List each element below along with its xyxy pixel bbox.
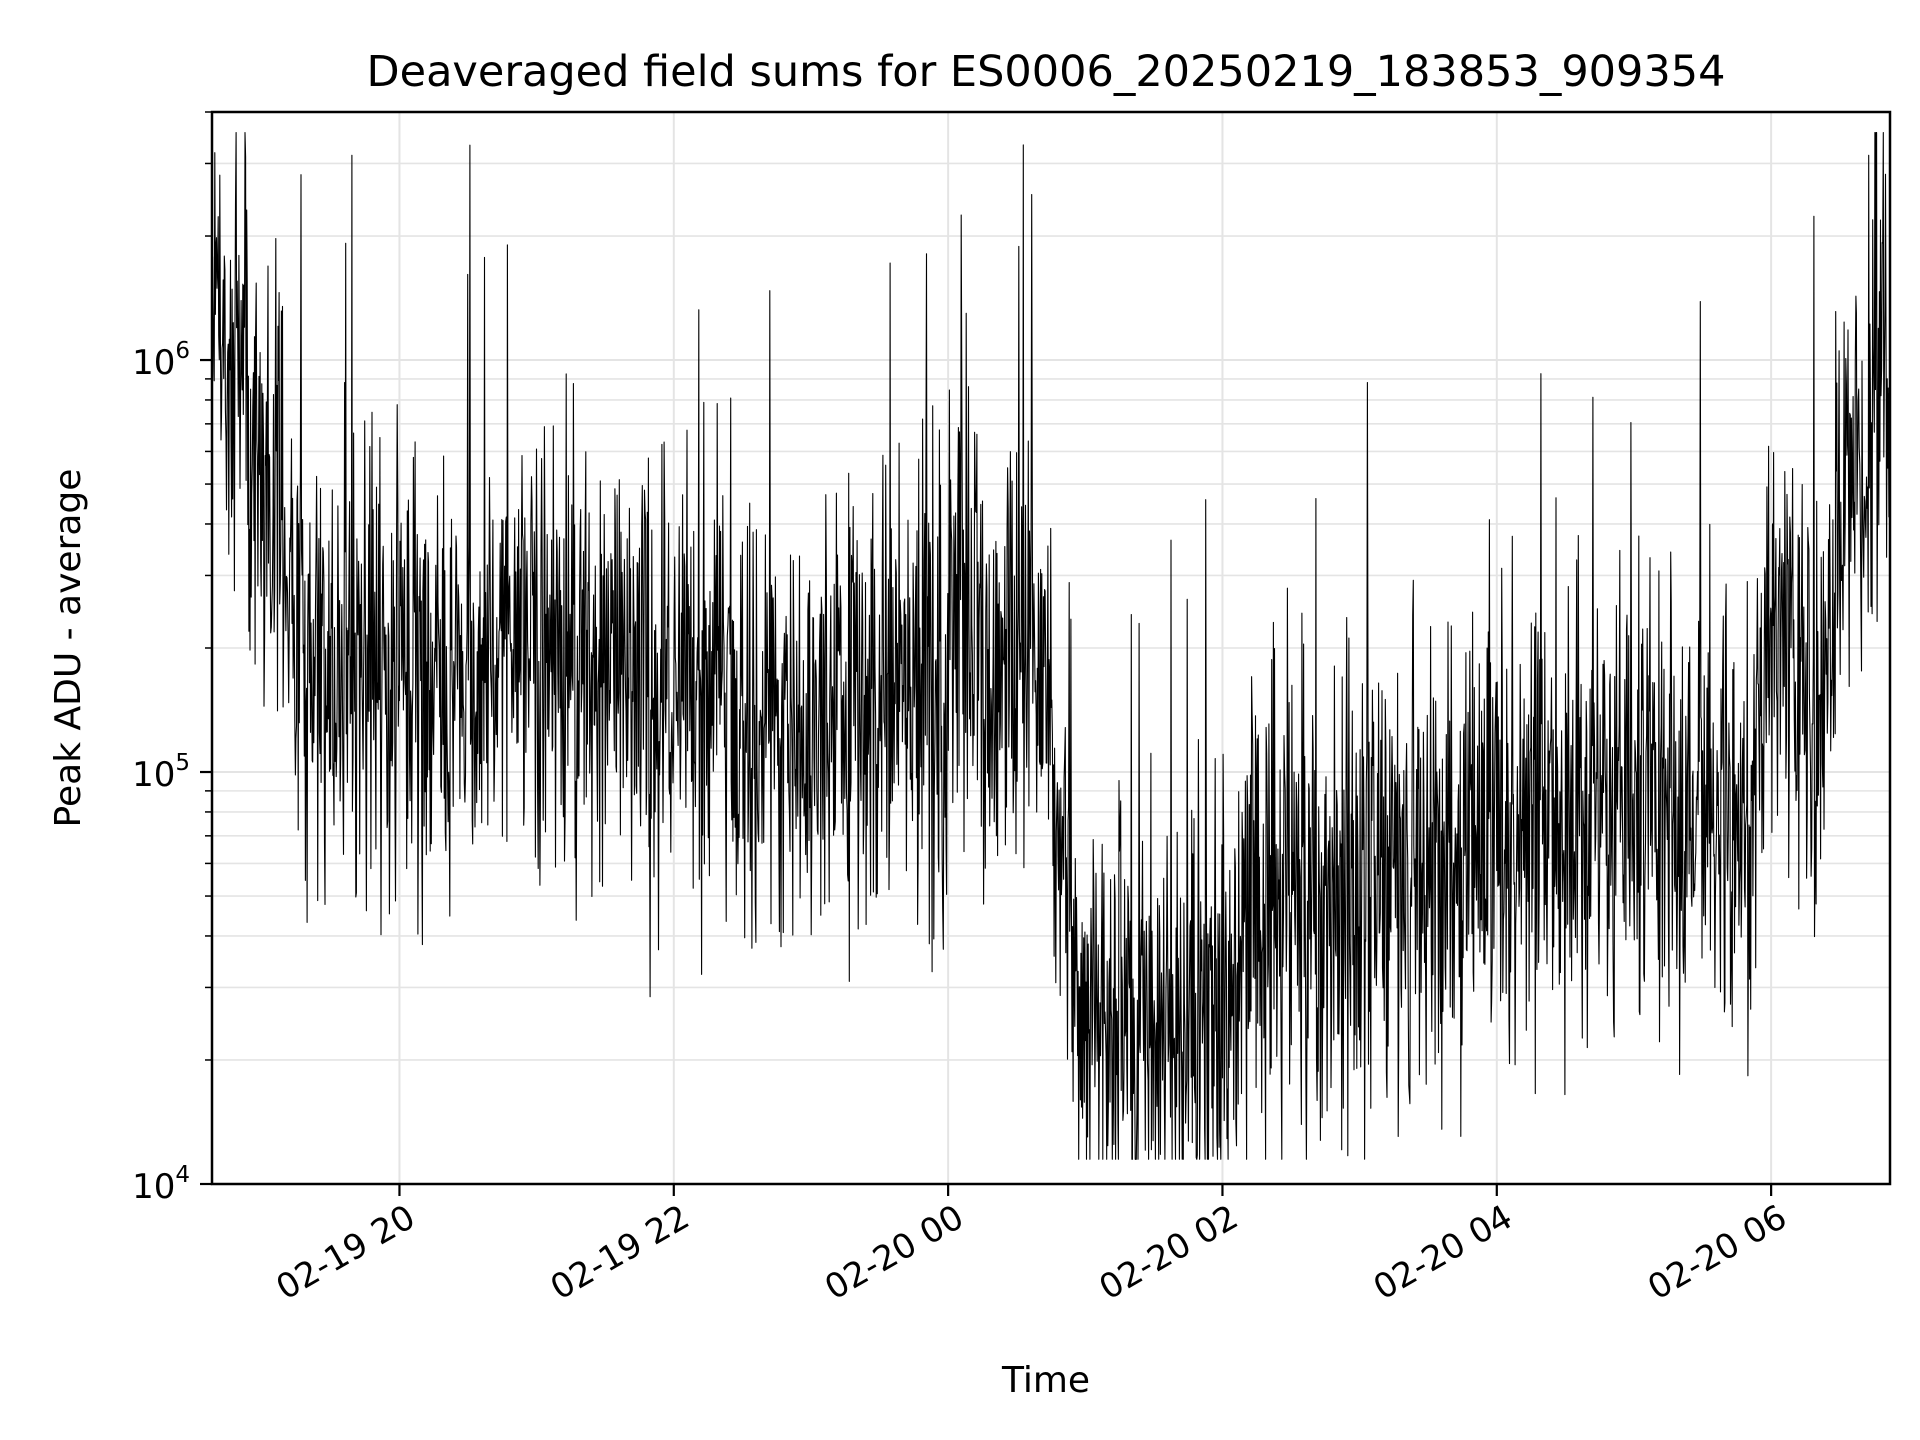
x-tick-label: 02-20 04 bbox=[1367, 1197, 1519, 1308]
y-tick-label: 106 bbox=[132, 338, 190, 383]
x-tick-label: 02-20 06 bbox=[1641, 1197, 1793, 1308]
x-tick-label: 02-19 20 bbox=[270, 1197, 422, 1308]
x-tick-label: 02-19 22 bbox=[544, 1197, 696, 1308]
x-tick-label: 02-20 00 bbox=[818, 1197, 970, 1308]
x-axis: 02-19 20 02-19 22 02-20 00 02-20 02 02-20 04… bbox=[270, 1184, 1794, 1308]
y-axis: 104 105 106 bbox=[132, 111, 212, 1207]
x-tick-label: 02-20 02 bbox=[1093, 1197, 1245, 1308]
y-tick-label: 105 bbox=[132, 750, 190, 795]
series-line bbox=[211, 132, 1891, 1160]
series-area bbox=[211, 132, 1891, 1160]
y-tick-label: 104 bbox=[132, 1162, 190, 1207]
y-axis-label: Peak ADU - average bbox=[48, 469, 89, 828]
x-axis-label: Time bbox=[1001, 1360, 1090, 1401]
chart-title: Deaveraged field sums for ES0006_2025021… bbox=[367, 47, 1726, 97]
